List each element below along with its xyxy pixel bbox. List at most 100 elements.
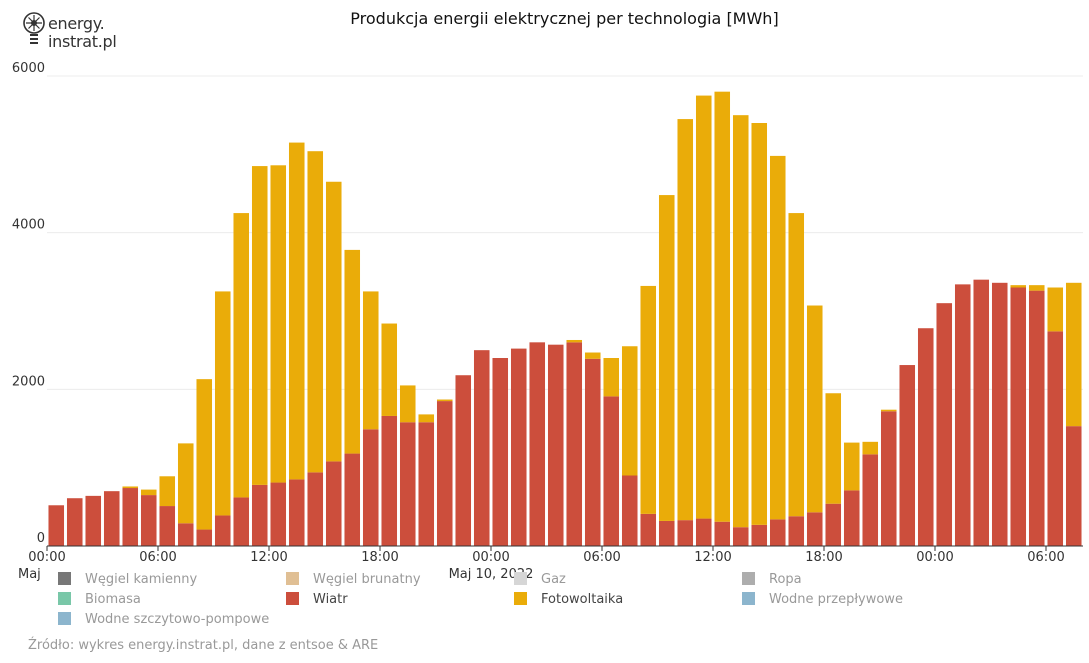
legend-item[interactable]: Wodne przepływowe bbox=[742, 592, 903, 607]
bar-wiatr[interactable] bbox=[1010, 287, 1027, 547]
bar-fotowoltaika[interactable] bbox=[399, 385, 416, 423]
bar-wiatr[interactable] bbox=[270, 482, 287, 546]
bar-fotowoltaika[interactable] bbox=[621, 346, 638, 476]
bar-wiatr[interactable] bbox=[566, 342, 583, 546]
bar-fotowoltaika[interactable] bbox=[677, 119, 694, 521]
bar-wiatr[interactable] bbox=[251, 484, 268, 546]
bar-wiatr[interactable] bbox=[880, 411, 897, 546]
bar-wiatr[interactable] bbox=[547, 344, 564, 546]
bar-fotowoltaika[interactable] bbox=[843, 442, 860, 491]
legend-item[interactable]: Gaz bbox=[514, 572, 566, 587]
bar-wiatr[interactable] bbox=[159, 506, 176, 546]
bar-fotowoltaika[interactable] bbox=[214, 291, 231, 516]
bar-fotowoltaika[interactable] bbox=[159, 476, 176, 507]
bar-fotowoltaika[interactable] bbox=[732, 115, 749, 528]
bar-fotowoltaika[interactable] bbox=[566, 339, 583, 343]
bar-wiatr[interactable] bbox=[66, 498, 83, 546]
bar-fotowoltaika[interactable] bbox=[418, 414, 435, 423]
bar-wiatr[interactable] bbox=[140, 495, 157, 546]
bar-wiatr[interactable] bbox=[177, 523, 194, 546]
bar-wiatr[interactable] bbox=[621, 475, 638, 547]
bar-wiatr[interactable] bbox=[325, 461, 342, 546]
bar-fotowoltaika[interactable] bbox=[658, 195, 675, 521]
bar-wiatr[interactable] bbox=[362, 429, 379, 546]
bar-fotowoltaika[interactable] bbox=[344, 249, 361, 454]
bar-fotowoltaika[interactable] bbox=[603, 358, 620, 397]
bar-wiatr[interactable] bbox=[640, 513, 657, 546]
bar-wiatr[interactable] bbox=[455, 375, 472, 546]
bar-wiatr[interactable] bbox=[677, 520, 694, 546]
bar-wiatr[interactable] bbox=[214, 515, 231, 546]
bar-wiatr[interactable] bbox=[473, 350, 490, 546]
bar-fotowoltaika[interactable] bbox=[640, 285, 657, 514]
bar-fotowoltaika[interactable] bbox=[1028, 285, 1045, 291]
bar-wiatr[interactable] bbox=[806, 512, 823, 546]
bar-wiatr[interactable] bbox=[732, 527, 749, 546]
bar-fotowoltaika[interactable] bbox=[880, 409, 897, 412]
bar-wiatr[interactable] bbox=[862, 454, 879, 546]
bar-fotowoltaika[interactable] bbox=[288, 142, 305, 480]
legend-item[interactable]: Biomasa bbox=[58, 592, 141, 607]
bar-wiatr[interactable] bbox=[122, 488, 139, 546]
legend-item[interactable]: Węgiel kamienny bbox=[58, 572, 197, 587]
bar-wiatr[interactable] bbox=[714, 521, 731, 546]
bar-fotowoltaika[interactable] bbox=[695, 95, 712, 519]
bar-fotowoltaika[interactable] bbox=[270, 165, 287, 483]
bar-wiatr[interactable] bbox=[603, 396, 620, 546]
bar-wiatr[interactable] bbox=[973, 279, 990, 546]
bar-wiatr[interactable] bbox=[584, 358, 601, 546]
bar-fotowoltaika[interactable] bbox=[362, 291, 379, 430]
bar-wiatr[interactable] bbox=[103, 491, 120, 546]
bar-fotowoltaika[interactable] bbox=[788, 213, 805, 517]
bar-fotowoltaika[interactable] bbox=[196, 379, 213, 530]
legend-item[interactable]: Węgiel brunatny bbox=[286, 572, 421, 587]
bar-fotowoltaika[interactable] bbox=[751, 123, 768, 525]
bar-wiatr[interactable] bbox=[936, 303, 953, 546]
bar-wiatr[interactable] bbox=[751, 524, 768, 546]
bar-wiatr[interactable] bbox=[658, 520, 675, 546]
bar-wiatr[interactable] bbox=[954, 284, 971, 546]
bar-wiatr[interactable] bbox=[695, 518, 712, 546]
bar-wiatr[interactable] bbox=[196, 529, 213, 546]
bar-wiatr[interactable] bbox=[1047, 331, 1064, 546]
legend-item[interactable]: Wodne szczytowo-pompowe bbox=[58, 612, 269, 627]
bar-wiatr[interactable] bbox=[1028, 290, 1045, 546]
bar-fotowoltaika[interactable] bbox=[1010, 285, 1027, 288]
bar-wiatr[interactable] bbox=[510, 348, 527, 546]
bar-fotowoltaika[interactable] bbox=[307, 151, 324, 473]
bar-fotowoltaika[interactable] bbox=[714, 91, 731, 522]
bar-fotowoltaika[interactable] bbox=[584, 352, 601, 359]
bar-wiatr[interactable] bbox=[788, 516, 805, 546]
bar-fotowoltaika[interactable] bbox=[177, 443, 194, 524]
bar-fotowoltaika[interactable] bbox=[825, 393, 842, 504]
bar-wiatr[interactable] bbox=[233, 497, 250, 546]
bar-wiatr[interactable] bbox=[917, 328, 934, 546]
bar-fotowoltaika[interactable] bbox=[806, 305, 823, 513]
bar-fotowoltaika[interactable] bbox=[251, 166, 268, 485]
bar-wiatr[interactable] bbox=[991, 282, 1008, 546]
bar-fotowoltaika[interactable] bbox=[862, 441, 879, 455]
bar-fotowoltaika[interactable] bbox=[1065, 282, 1082, 427]
bar-fotowoltaika[interactable] bbox=[233, 213, 250, 498]
bar-wiatr[interactable] bbox=[48, 505, 65, 546]
bar-fotowoltaika[interactable] bbox=[381, 323, 398, 416]
bar-wiatr[interactable] bbox=[1065, 426, 1082, 546]
bar-wiatr[interactable] bbox=[418, 422, 435, 546]
legend-item[interactable]: Fotowoltaika bbox=[514, 592, 623, 607]
bar-fotowoltaika[interactable] bbox=[769, 155, 786, 520]
bar-wiatr[interactable] bbox=[288, 479, 305, 546]
bar-fotowoltaika[interactable] bbox=[436, 399, 453, 402]
bar-wiatr[interactable] bbox=[85, 495, 102, 546]
bar-fotowoltaika[interactable] bbox=[140, 489, 157, 496]
bar-wiatr[interactable] bbox=[399, 422, 416, 546]
legend-item[interactable]: Wiatr bbox=[286, 592, 348, 607]
bar-fotowoltaika[interactable] bbox=[122, 486, 139, 489]
bar-fotowoltaika[interactable] bbox=[1047, 287, 1064, 332]
bar-wiatr[interactable] bbox=[899, 365, 916, 546]
bar-wiatr[interactable] bbox=[307, 472, 324, 546]
bar-wiatr[interactable] bbox=[825, 503, 842, 546]
bar-wiatr[interactable] bbox=[529, 342, 546, 546]
bar-wiatr[interactable] bbox=[436, 401, 453, 546]
bar-wiatr[interactable] bbox=[381, 415, 398, 546]
legend-item[interactable]: Ropa bbox=[742, 572, 802, 587]
